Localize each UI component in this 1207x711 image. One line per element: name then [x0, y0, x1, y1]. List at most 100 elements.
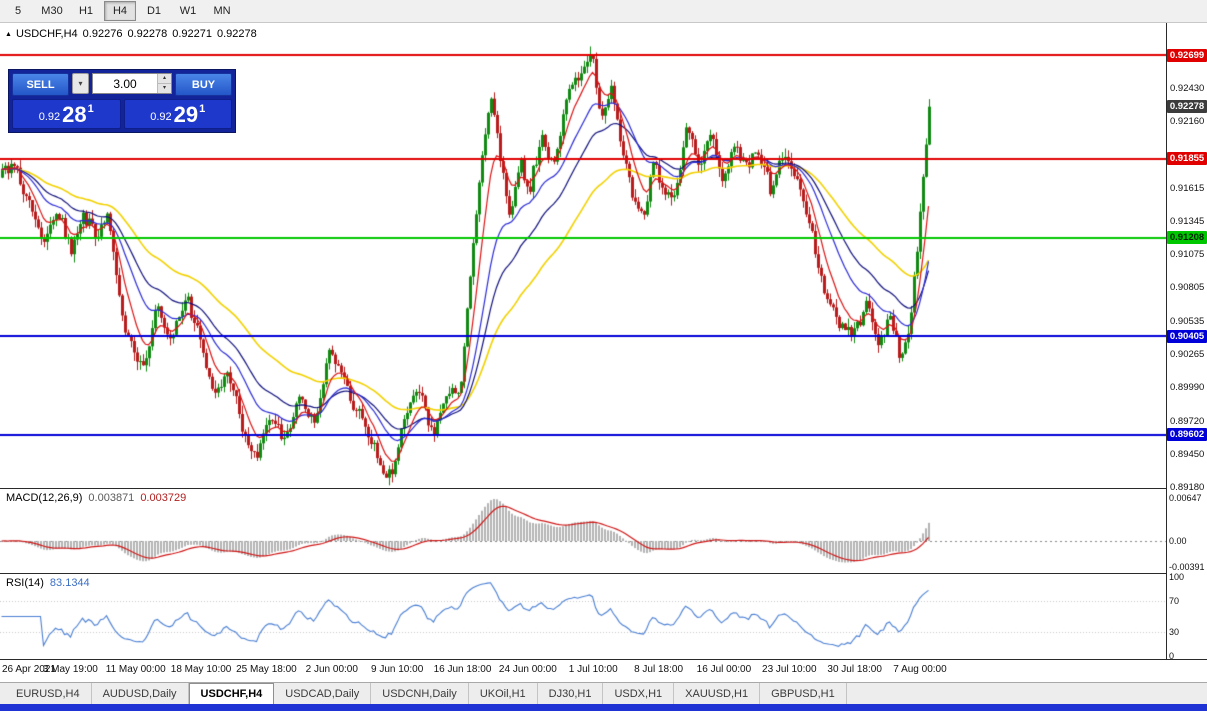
sell-price-big: 28 — [62, 102, 87, 127]
timeframe-button-h1[interactable]: H1 — [78, 5, 94, 17]
volume-stepper: ▴ ▾ — [92, 73, 172, 94]
sell-price-sup: 1 — [87, 103, 94, 115]
buy-price-big: 29 — [173, 102, 199, 127]
panel-separator — [0, 659, 1207, 660]
tab-usdchf-h4[interactable]: USDCHF,H4 — [188, 683, 275, 704]
price-badge: 0.91208 — [1167, 231, 1207, 245]
tab-audusd-daily[interactable]: AUDUSD,Daily — [92, 683, 189, 704]
rsi-panel-canvas[interactable] — [0, 574, 1166, 659]
time-axis-label: 16 Jun 18:00 — [433, 664, 492, 675]
rsi-axis-label: 100 — [1169, 572, 1185, 582]
rsi-axis-label: 70 — [1169, 595, 1180, 606]
time-axis-label: 23 Jul 10:00 — [762, 664, 817, 675]
price-tick-label: 0.92160 — [1170, 116, 1205, 128]
rsi-axis-label: 30 — [1169, 627, 1180, 638]
symbol-direction-icon: ▲ — [5, 30, 12, 38]
price-tick-label: 0.90805 — [1170, 282, 1205, 294]
low-value: 0.92271 — [172, 28, 212, 40]
buy-price-prefix: 0.92 — [150, 111, 172, 123]
macd-panel-canvas[interactable] — [0, 489, 1166, 573]
time-axis-label: 7 Aug 00:00 — [893, 664, 947, 675]
tab-eurusd-h4[interactable]: EURUSD,H4 — [5, 683, 92, 704]
buy-button[interactable]: BUY — [175, 73, 232, 96]
timeframe-button-5[interactable]: 5 — [14, 5, 22, 17]
tab-usdcnh-daily[interactable]: USDCNH,Daily — [371, 683, 469, 704]
time-axis-label: 1 Jul 10:00 — [568, 664, 618, 675]
macd-axis-label: 0.00647 — [1169, 492, 1202, 503]
price-tick-label: 0.91075 — [1170, 249, 1205, 261]
time-axis-label: 11 May 00:00 — [105, 664, 166, 675]
time-axis-label: 25 May 18:00 — [236, 664, 297, 675]
close-value: 0.92278 — [216, 28, 257, 40]
price-tick-label: 0.90265 — [1170, 348, 1205, 360]
timeframe-button-mn[interactable]: MN — [213, 5, 231, 17]
buy-price-sup: 1 — [199, 103, 206, 115]
price-badge: 0.91855 — [1167, 152, 1207, 166]
price-axis[interactable]: 0.92430 0.92160 0.91615 0.91345 0.91075 0.908… — [1167, 23, 1207, 661]
time-axis-label: 18 May 10:00 — [170, 664, 232, 675]
price-tick-label: 0.89450 — [1170, 448, 1205, 460]
volume-down-button[interactable]: ▾ — [158, 83, 171, 93]
chart-tabs-bar: EURUSD,H4 AUDUSD,Daily USDCHF,H4 USDCAD,Dai… — [0, 682, 1207, 704]
volume-dropdown-button[interactable]: ▾ — [72, 73, 89, 94]
rsi-axis-label: 0 — [1169, 651, 1175, 661]
price-badge: 0.92699 — [1167, 48, 1207, 62]
macd-signal-value: 0.003729 — [140, 492, 187, 504]
symbol-label: USDCHF,H4 — [15, 28, 78, 40]
panel-separator — [0, 573, 1207, 574]
timeframe-toolbar: 5 M30 H1 H4 D1 W1 MN — [0, 0, 1207, 23]
price-tick-label: 0.89720 — [1170, 415, 1205, 427]
time-axis-label: 24 Jun 00:00 — [498, 664, 557, 675]
price-tick-label: 0.89990 — [1170, 382, 1205, 394]
tab-ukoil-h1[interactable]: UKOil,H1 — [469, 683, 538, 704]
time-axis-label: 26 Apr 2021 — [2, 664, 56, 675]
time-axis-label: 2 Jun 00:00 — [305, 664, 358, 675]
time-axis-label: 30 Jul 18:00 — [827, 664, 882, 675]
macd-axis-label: 0.00 — [1169, 536, 1187, 546]
rsi-name: RSI(14) — [6, 577, 44, 589]
chevron-down-icon: ▾ — [78, 79, 83, 88]
panel-separator — [0, 488, 1207, 489]
timeframe-button-m30[interactable]: M30 — [41, 5, 63, 17]
sell-price-display[interactable]: 0.92 28 1 — [12, 99, 121, 129]
price-badge: 0.89602 — [1167, 428, 1207, 442]
price-tick-label: 0.91345 — [1170, 216, 1205, 228]
buy-price-display[interactable]: 0.92 29 1 — [123, 99, 232, 129]
main-chart-panel: ▲ USDCHF,H4 0.92276 0.92278 0.92271 0.92… — [0, 23, 1166, 488]
sell-button[interactable]: SELL — [12, 73, 69, 96]
macd-name: MACD(12,26,9) — [6, 492, 83, 504]
price-tick-label: 0.92430 — [1170, 83, 1205, 95]
tab-gbpusd-h1[interactable]: GBPUSD,H1 — [760, 683, 847, 704]
time-axis-label: 16 Jul 00:00 — [696, 664, 752, 675]
price-badge: 0.90405 — [1167, 329, 1207, 343]
volume-up-button[interactable]: ▴ — [158, 74, 171, 83]
rsi-value: 83.1344 — [49, 577, 90, 589]
timeframe-button-d1[interactable]: D1 — [146, 5, 162, 17]
volume-input[interactable] — [93, 74, 157, 93]
time-axis-label: 8 Jul 18:00 — [634, 664, 684, 675]
price-tick-label: 0.91615 — [1170, 183, 1205, 195]
time-axis[interactable]: 26 Apr 2021 3 May 19:00 11 May 00:00 18 May… — [0, 660, 1207, 681]
macd-axis-label: -0.00391 — [1169, 562, 1205, 573]
sell-price-prefix: 0.92 — [38, 111, 61, 123]
axis-separator — [1166, 23, 1167, 660]
macd-label: MACD(12,26,9) 0.003871 0.003729 — [6, 492, 186, 504]
tab-usdcad-daily[interactable]: USDCAD,Daily — [274, 683, 372, 704]
chart-ohlc-header: ▲ USDCHF,H4 0.92276 0.92278 0.92271 0.92… — [5, 28, 257, 40]
tab-dj30-h1[interactable]: DJ30,H1 — [538, 683, 604, 704]
timeframe-button-h4[interactable]: H4 — [104, 1, 136, 21]
time-axis-label: 9 Jun 10:00 — [371, 664, 424, 675]
high-value: 0.92278 — [127, 28, 168, 40]
timeframe-button-w1[interactable]: W1 — [179, 5, 197, 17]
macd-main-value: 0.003871 — [88, 492, 135, 504]
volume-spin-buttons: ▴ ▾ — [157, 74, 171, 93]
bottom-status-bar — [0, 704, 1207, 711]
tab-usdx-h1[interactable]: USDX,H1 — [603, 683, 675, 704]
price-tick-label: 0.90535 — [1170, 315, 1205, 327]
time-axis-label: 3 May 19:00 — [42, 664, 98, 675]
open-value: 0.92276 — [82, 28, 123, 40]
tab-xauusd-h1[interactable]: XAUUSD,H1 — [674, 683, 761, 704]
rsi-label: RSI(14) 83.1344 — [6, 577, 90, 589]
price-tick-label: 0.89180 — [1170, 481, 1205, 493]
one-click-trading-panel: SELL ▾ ▴ ▾ BUY 0.92 28 1 0.92 29 — [8, 69, 236, 133]
